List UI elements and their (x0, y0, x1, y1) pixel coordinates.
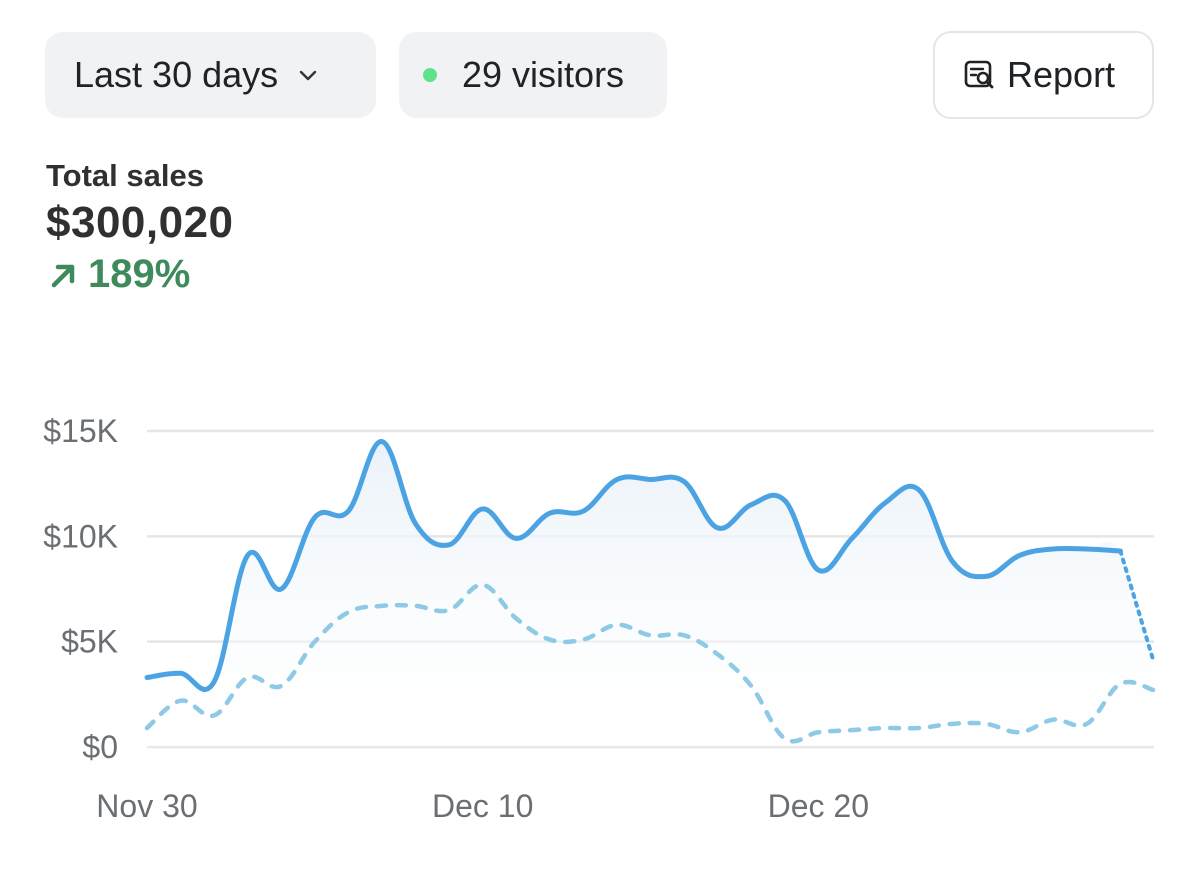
report-button[interactable]: Report (933, 31, 1154, 119)
y-tick-label: $5K (61, 624, 118, 660)
arrow-up-right-icon (51, 264, 75, 287)
chart-area-layer (147, 441, 1154, 747)
date-range-dropdown[interactable]: Last 30 days (45, 32, 376, 118)
metric-change-value: 189% (88, 252, 191, 296)
sales-line-current[interactable] (144, 439, 1123, 692)
report-search-icon (964, 60, 994, 89)
sales-area-fill (147, 441, 1154, 747)
x-tick-label: Dec 10 (432, 788, 533, 824)
chart-tick-labels: $0 $5K $10K $15K Nov 30 Dec 10 Dec 20 (43, 413, 869, 824)
live-status-dot-icon (423, 68, 437, 82)
y-tick-label: $10K (43, 518, 118, 554)
metric-change: 189% (46, 252, 234, 297)
sales-line-chart: $0 $5K $10K $15K Nov 30 Dec 10 Dec 20 (43, 413, 1157, 824)
live-visitors-badge[interactable]: 29 visitors (399, 32, 667, 118)
visitors-count: 29 visitors (462, 54, 625, 95)
date-range-label: Last 30 days (74, 54, 279, 95)
y-tick-label: $0 (82, 729, 118, 765)
report-label: Report (1007, 54, 1116, 95)
metric-label: Total sales (46, 158, 204, 193)
chart-lines-layer (144, 439, 1157, 744)
x-tick-label: Nov 30 (96, 788, 197, 824)
total-sales-metric[interactable]: Total sales $300,020 189% (46, 158, 234, 297)
sales-line-partial (1118, 549, 1156, 665)
chevron-down-icon (299, 70, 317, 81)
y-tick-label: $15K (43, 413, 118, 449)
sales-line-comparison[interactable] (144, 582, 1157, 744)
metric-value: $300,020 (46, 198, 234, 247)
x-tick-label: Dec 20 (768, 788, 869, 824)
